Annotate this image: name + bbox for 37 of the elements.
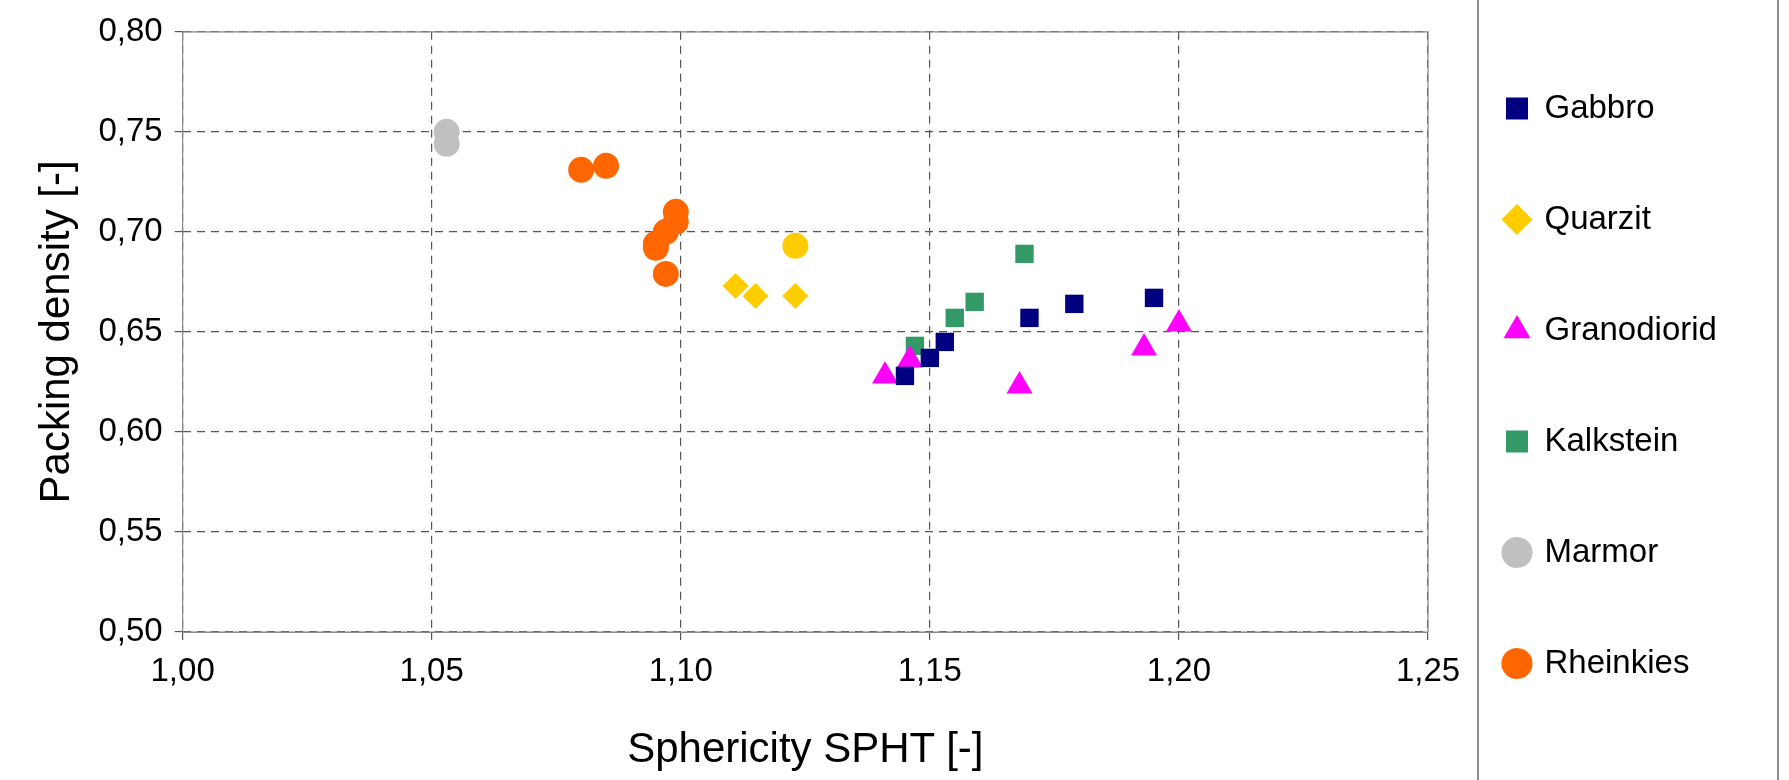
x-tick-label: 1,00 <box>150 650 215 688</box>
legend-label: Quarzit <box>1544 198 1651 236</box>
x-tick-label: 1,05 <box>399 650 464 688</box>
point <box>1015 244 1034 264</box>
y-tick-label: 0,75 <box>98 110 163 148</box>
point <box>593 152 620 179</box>
y-tick-label: 0,60 <box>98 411 163 449</box>
y-tick-label: 0,55 <box>98 511 163 549</box>
point <box>782 232 809 259</box>
point <box>568 156 595 183</box>
legend-label: Granodiorid <box>1544 309 1717 347</box>
legend-label: Gabbro <box>1544 87 1655 125</box>
legend-label: Kalkstein <box>1544 420 1679 458</box>
legend-label: Rheinkies <box>1544 642 1690 680</box>
point <box>935 332 954 352</box>
y-tick-label: 0,65 <box>98 310 163 348</box>
point <box>965 292 984 312</box>
x-tick-label: 1,25 <box>1395 650 1461 688</box>
y-axis-title: Packing density [-] <box>30 160 78 504</box>
legend-label: Marmor <box>1544 531 1659 569</box>
point <box>920 348 940 368</box>
x-tick-label: 1,15 <box>897 650 962 688</box>
y-tick-label: 0,50 <box>98 611 163 649</box>
x-tick-label: 1,20 <box>1146 650 1212 688</box>
point <box>742 282 769 309</box>
point <box>1020 308 1039 328</box>
point <box>782 282 809 309</box>
point <box>1144 288 1164 308</box>
point <box>895 366 915 386</box>
point <box>945 308 964 328</box>
y-tick-label: 0,80 <box>98 10 163 48</box>
y-tick-label: 0,70 <box>98 210 163 248</box>
point <box>722 272 749 299</box>
x-tick-label: 1,10 <box>648 650 713 688</box>
point <box>1065 294 1084 314</box>
point <box>652 260 679 287</box>
x-axis-title: Sphericity SPHT [-] <box>627 724 984 772</box>
